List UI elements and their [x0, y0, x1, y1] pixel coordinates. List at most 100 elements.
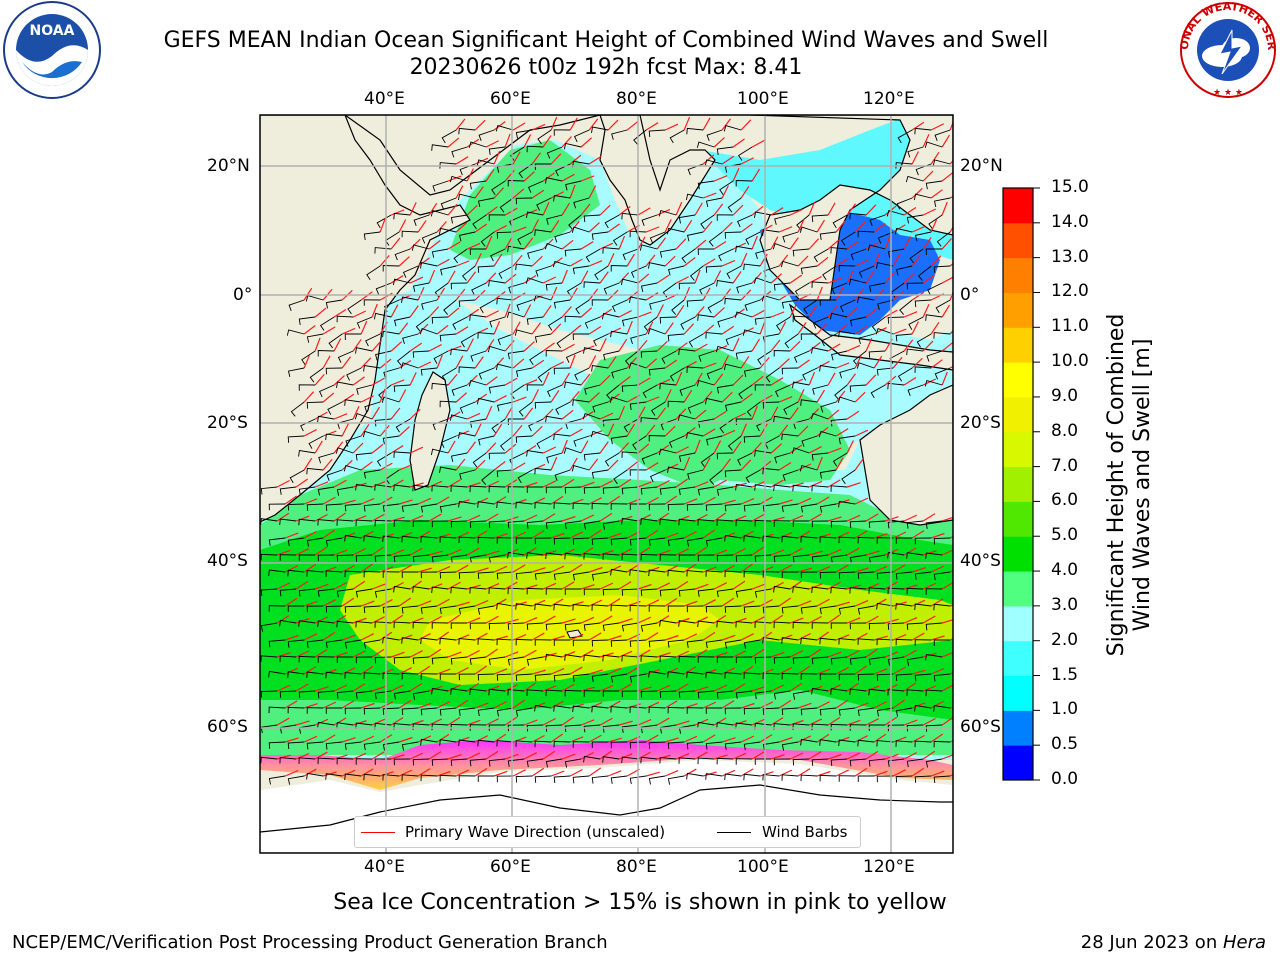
wind-barb	[706, 435, 723, 446]
wind-barb	[782, 231, 799, 243]
wind-barb	[735, 690, 753, 699]
wind-barb	[857, 230, 875, 238]
wind-barb	[526, 316, 544, 325]
wind-barb	[819, 536, 837, 543]
wave-direction-arrow	[303, 666, 317, 675]
wave-direction-arrow	[303, 703, 318, 709]
wave-direction-arrow	[797, 322, 807, 335]
wave-direction-arrow	[314, 616, 329, 624]
wind-barb	[838, 536, 856, 544]
wind-barb	[536, 435, 552, 449]
wave-direction-arrow	[409, 515, 424, 522]
wind-barb	[621, 486, 639, 495]
wave-direction-arrow	[645, 496, 659, 505]
wind-barb	[643, 316, 658, 332]
wave-direction-arrow	[846, 344, 861, 352]
wave-direction-arrow	[865, 615, 879, 624]
wave-direction-arrow	[683, 389, 693, 403]
wave-direction-arrow	[911, 225, 926, 233]
wind-barb	[534, 467, 552, 475]
wind-barb	[838, 673, 856, 681]
wind-barb	[858, 333, 875, 345]
wave-direction-arrow	[550, 565, 565, 573]
india-coast	[599, 115, 716, 246]
wind-barb	[469, 485, 487, 493]
wave-direction-arrow	[683, 735, 698, 743]
wind-barb	[363, 672, 381, 679]
wave-direction-arrow	[333, 441, 344, 454]
wind-barb	[716, 146, 734, 155]
wave-direction-arrow	[428, 306, 440, 318]
wind-barb	[894, 227, 913, 235]
wind-barb	[564, 654, 582, 661]
wind-barb	[458, 605, 476, 615]
wave-direction-arrow	[436, 770, 451, 777]
wave-direction-arrow	[569, 324, 582, 335]
lat-label-left-40s: 40°S	[207, 551, 248, 571]
wave-direction-arrow	[409, 719, 424, 726]
wave-direction-arrow	[846, 373, 856, 386]
wave-direction-arrow	[789, 650, 803, 658]
wind-barb	[488, 384, 506, 394]
wind-barb	[697, 690, 715, 699]
wave-direction-arrow	[474, 186, 484, 199]
wave-direction-arrow	[447, 307, 460, 318]
wave-direction-arrow	[675, 515, 690, 522]
wind-barb	[496, 297, 514, 305]
wind-barb	[686, 432, 704, 439]
wind-barb	[508, 282, 525, 294]
wave-direction-arrow	[569, 428, 583, 437]
wave-direction-arrow	[390, 717, 404, 726]
wind-barb	[325, 570, 343, 577]
wave-direction-arrow	[303, 287, 313, 301]
wind-barb	[781, 503, 799, 513]
wind-barb	[534, 775, 552, 783]
wind-barb	[553, 775, 571, 784]
wave-direction-arrow	[816, 631, 830, 641]
wave-direction-arrow	[683, 286, 691, 301]
wind-barb	[629, 639, 647, 648]
wind-barb	[317, 721, 335, 729]
wind-barb	[612, 231, 628, 246]
wave-direction-arrow	[790, 482, 804, 488]
wave-direction-arrow	[322, 529, 336, 539]
wind-barb	[800, 399, 818, 406]
wind-barb	[671, 299, 685, 315]
wind-barb	[412, 554, 430, 563]
wave-direction-arrow	[676, 720, 690, 726]
wind-barb	[298, 620, 316, 627]
wind-barb	[669, 129, 685, 144]
wind-barb	[260, 756, 278, 764]
wave-direction-arrow	[493, 733, 507, 743]
wave-direction-arrow	[409, 408, 421, 420]
wave-direction-arrow	[789, 237, 799, 250]
wave-direction-arrow	[581, 686, 595, 692]
wave-direction-arrow	[561, 581, 575, 590]
wave-direction-arrow	[664, 700, 678, 709]
wave-direction-arrow	[770, 273, 783, 284]
wave-direction-arrow	[846, 410, 860, 420]
wave-direction-arrow	[379, 218, 386, 233]
wind-barb	[347, 299, 362, 315]
wind-barb	[515, 603, 533, 610]
wave-direction-arrow	[675, 683, 689, 692]
wind-barb	[849, 212, 867, 220]
wave-direction-arrow	[827, 239, 840, 250]
wind-barb	[534, 401, 552, 409]
wind-barb	[642, 384, 658, 399]
wind-barb	[572, 537, 590, 545]
wind-barb	[527, 248, 544, 260]
wind-barb	[477, 739, 495, 747]
wave-direction-arrow	[360, 461, 373, 471]
wind-barb	[496, 638, 514, 646]
wind-barb	[773, 656, 791, 664]
wave-direction-arrow	[588, 599, 603, 607]
wind-barb	[697, 721, 715, 729]
wind-barb	[568, 214, 582, 230]
wind-barb	[412, 690, 430, 700]
wind-barb	[925, 758, 943, 768]
wave-direction-arrow	[512, 666, 526, 675]
wave-direction-arrow	[531, 767, 545, 777]
wave-direction-arrow	[569, 184, 576, 199]
wind-barb	[782, 469, 799, 481]
